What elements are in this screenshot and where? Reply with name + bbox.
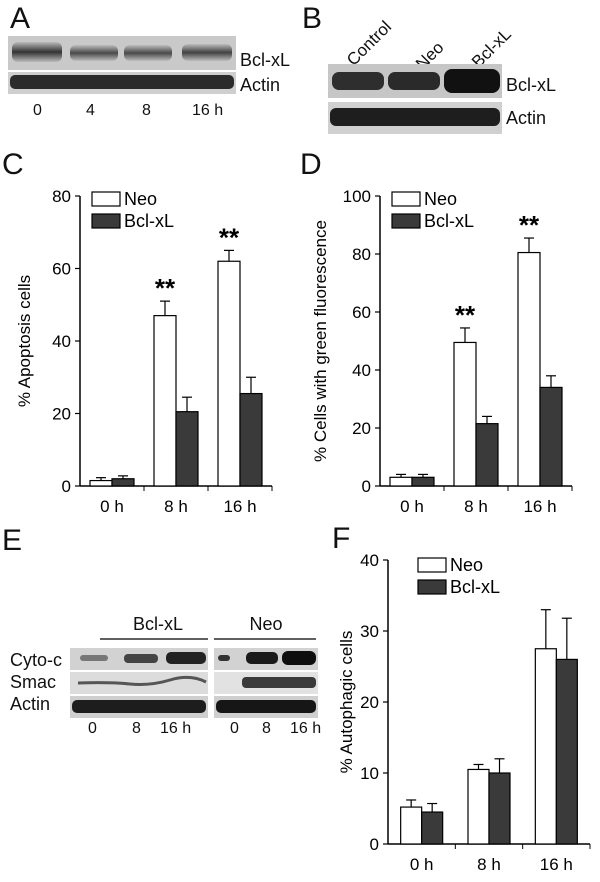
lane-label: 16 h [160, 720, 192, 737]
lane-label: 4 [86, 102, 95, 119]
western-blot-e [70, 638, 318, 718]
x-tick-label: 16 h [223, 497, 256, 516]
lane-label: 8 [262, 720, 271, 737]
lane-label: 0 [33, 102, 42, 119]
bar-chart-green-fluorescence: 0 20 40 60 80 100 % Cells with green fluoresce… [311, 187, 573, 516]
legend-swatch [91, 191, 121, 207]
blot-label-bclxl-b: Bcl-xL [506, 75, 557, 95]
x-tick-label: 8 h [164, 497, 188, 516]
bar-bclxl [539, 386, 563, 487]
bar-bclxl [421, 811, 444, 845]
y-tick-label: 0 [62, 477, 71, 496]
x-tick-label: 0 h [410, 855, 434, 874]
legend-swatch [417, 557, 447, 573]
significance-marker: ** [519, 210, 540, 240]
lane-label: 16 h [192, 102, 224, 119]
y-tick-label: 40 [352, 361, 371, 380]
western-blot-b [328, 64, 502, 134]
bar-neo [453, 341, 477, 487]
y-axis-label: % Cells with green fluorescence [311, 220, 330, 462]
legend-label: Neo [124, 189, 157, 209]
panel-letter-f: F [332, 522, 351, 555]
y-tick-label: 80 [52, 187, 71, 206]
panel-letter-b: B [302, 2, 323, 35]
panel-letter-d: D [300, 148, 322, 181]
significance-marker: ** [219, 222, 240, 252]
bar-chart-apoptosis: 0 20 40 60 80 % Apoptosis cells 0 h 8 h ** 16 h **… [15, 187, 273, 516]
lane-label: 0 [88, 720, 97, 737]
blot-label-actin-b: Actin [506, 108, 547, 128]
bar-neo [534, 648, 557, 845]
bar-bclxl [411, 476, 435, 487]
panel-letter-a: A [10, 2, 31, 35]
x-tick-label: 16 h [523, 497, 556, 516]
legend-label: Bcl-xL [424, 211, 474, 231]
lane-label: 8 [132, 720, 141, 737]
lane-label: 8 [142, 102, 151, 119]
panel-letter-c: C [2, 148, 24, 181]
group-label-bclxl: Bcl-xL [132, 614, 183, 634]
bar-bclxl [488, 772, 511, 845]
bar-neo [217, 260, 241, 487]
bar-bclxl [239, 392, 263, 487]
bar-neo [89, 479, 113, 487]
bar-chart-autophagic: 0 10 20 30 40 % Autophagic cells 0 h 8 h 16 h Neo… [337, 551, 591, 874]
blot-label-actin-e: Actin [10, 694, 51, 714]
legend-label: Neo [450, 555, 483, 575]
y-tick-label: 80 [352, 245, 371, 264]
blot-label-smac: Smac [10, 672, 57, 692]
x-tick-label: 8 h [477, 855, 501, 874]
lane-label-rotated: Control [343, 17, 396, 70]
legend-swatch [417, 579, 447, 595]
legend-label: Bcl-xL [124, 211, 174, 231]
y-tick-label: 20 [360, 693, 379, 712]
x-tick-label: 16 h [540, 855, 573, 874]
legend-swatch [391, 213, 421, 229]
legend-label: Bcl-xL [450, 577, 500, 597]
x-tick-label: 0 h [400, 497, 424, 516]
y-tick-label: 40 [360, 551, 379, 570]
y-tick-label: 20 [52, 405, 71, 424]
bar-neo [153, 315, 177, 487]
y-tick-label: 10 [360, 764, 379, 783]
y-tick-label: 100 [343, 187, 371, 206]
bar-bclxl [111, 478, 135, 487]
y-tick-label: 40 [52, 332, 71, 351]
legend-swatch [391, 191, 421, 207]
bar-neo [389, 476, 413, 487]
blot-label-bclxl-a: Bcl-xL [240, 50, 291, 70]
western-blot-a [8, 36, 236, 94]
y-tick-label: 0 [370, 835, 379, 854]
x-tick-label: 0 h [100, 497, 124, 516]
y-tick-label: 0 [362, 477, 371, 496]
bar-bclxl [475, 423, 499, 487]
lane-label: 0 [230, 720, 239, 737]
y-tick-label: 20 [352, 419, 371, 438]
significance-marker: ** [455, 300, 476, 330]
legend-label: Neo [424, 189, 457, 209]
blot-label-cyto-c: Cyto-c [10, 650, 63, 670]
bar-bclxl [175, 411, 199, 487]
significance-marker: ** [155, 273, 176, 303]
lane-label: 16 h [290, 720, 322, 737]
bar-bclxl [555, 658, 578, 845]
y-axis-label: % Autophagic cells [337, 631, 356, 774]
bar-neo [517, 251, 541, 487]
y-axis-label: % Apoptosis cells [15, 275, 34, 407]
y-tick-label: 60 [52, 260, 71, 279]
bar-neo [467, 768, 490, 845]
y-tick-label: 60 [352, 303, 371, 322]
panel-letter-e: E [2, 524, 23, 557]
x-tick-label: 8 h [464, 497, 488, 516]
legend-swatch [91, 213, 121, 229]
bar-neo [400, 806, 423, 845]
y-tick-label: 30 [360, 622, 379, 641]
blot-label-actin-a: Actin [240, 75, 281, 95]
group-label-neo: Neo [249, 614, 283, 634]
